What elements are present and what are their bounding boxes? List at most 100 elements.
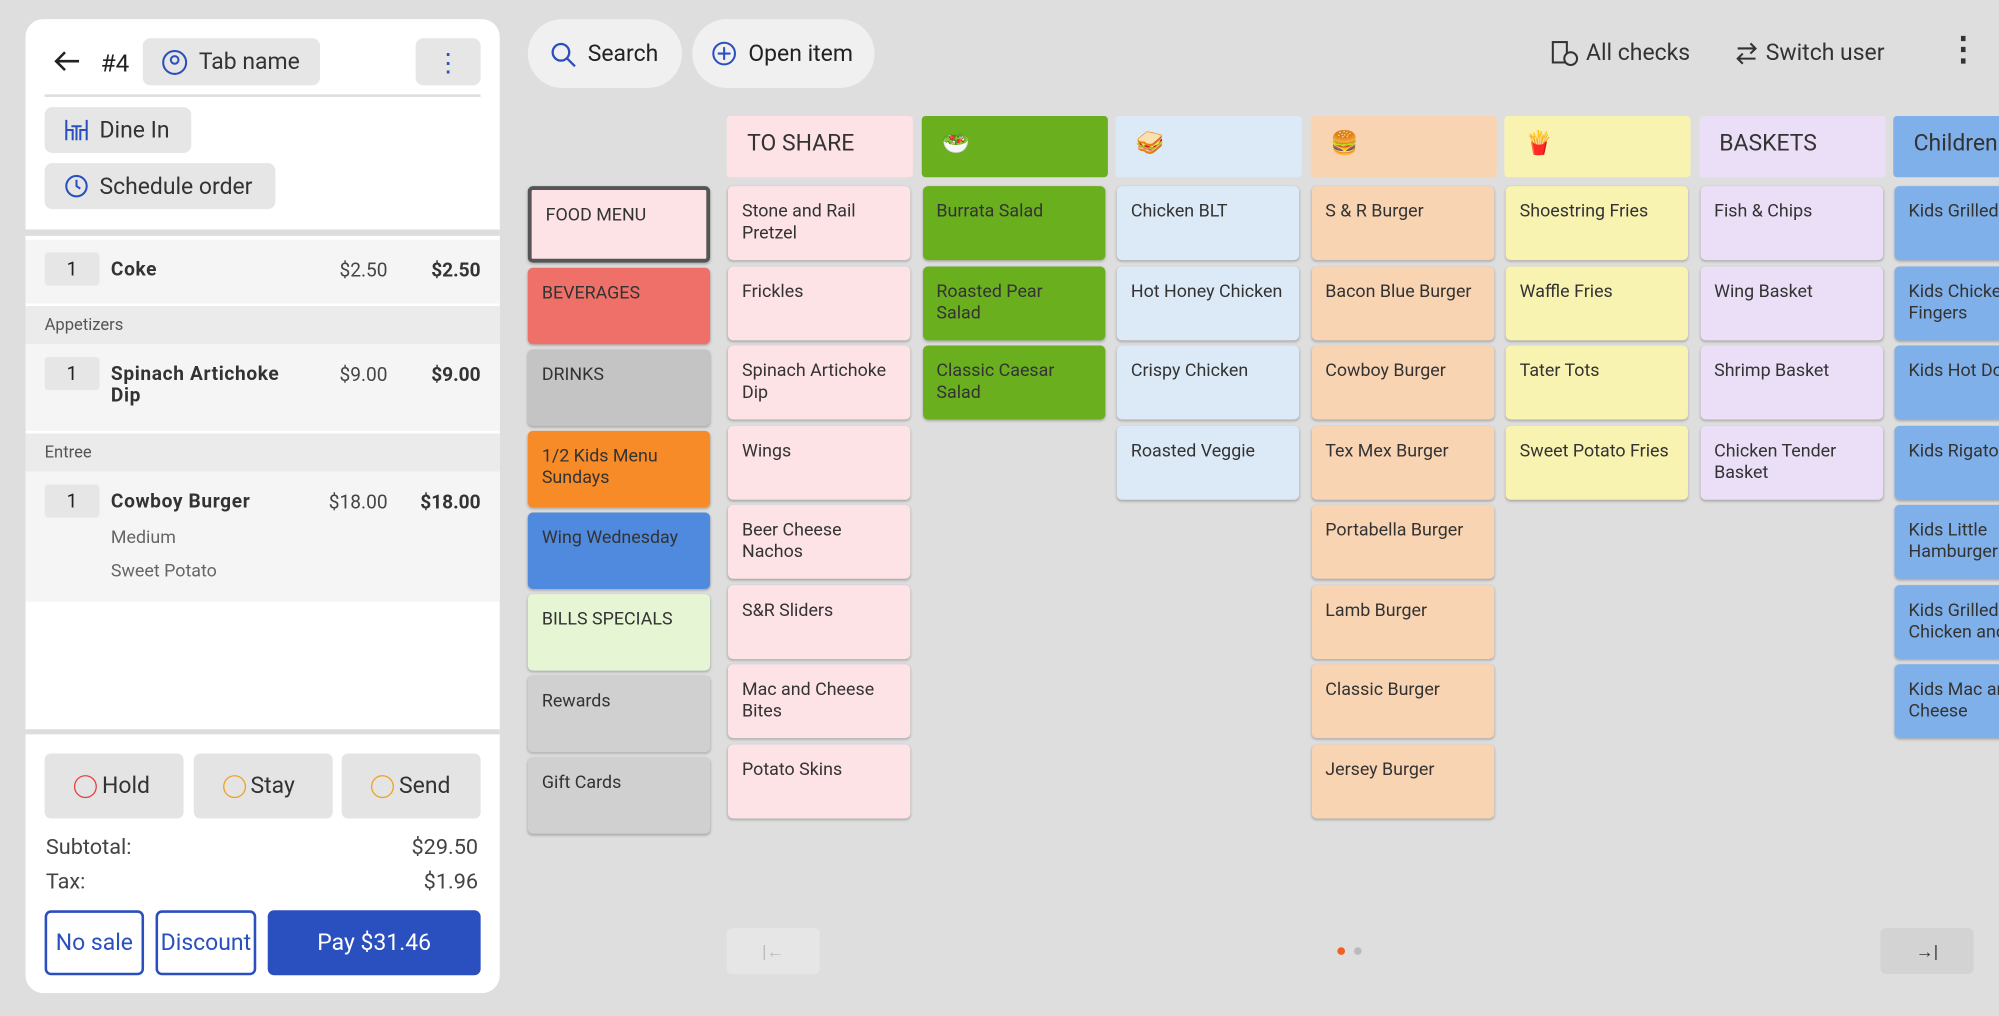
tax-label: Tax: (45, 869, 86, 895)
menu-item[interactable]: Classic Caesar Salad (922, 345, 1105, 420)
menu-item[interactable]: Kids Little Hamburger (1894, 504, 1999, 579)
column-header: TO SHARE (726, 116, 913, 178)
menu-item[interactable]: Tater Tots (1505, 345, 1688, 420)
page-dot (1353, 947, 1362, 955)
page-dot (1337, 947, 1346, 955)
column-header: 🥗 (921, 116, 1108, 178)
modifier: Sweet Potato (110, 560, 217, 582)
menu-item[interactable]: Kids Grilled Chicken and Fries (1894, 584, 1999, 659)
menu-item[interactable]: Chicken Tender Basket (1700, 425, 1883, 500)
item-price: $18.00 (328, 490, 388, 514)
table-icon (65, 119, 88, 141)
no-sale-button[interactable]: No sale (44, 910, 145, 976)
menu-category[interactable]: Gift Cards (527, 757, 711, 834)
divider (25, 729, 500, 735)
clock-icon (65, 174, 88, 198)
menu-item[interactable]: S & R Burger (1311, 186, 1494, 261)
action-icon (73, 775, 97, 799)
menu-item[interactable]: Mac and Cheese Bites (727, 664, 911, 739)
menu-item[interactable]: Waffle Fries (1505, 265, 1688, 340)
menu-category[interactable]: Rewards (527, 675, 711, 753)
menu-item[interactable]: Fish & Chips (1700, 186, 1883, 261)
order-line[interactable] (25, 239, 500, 304)
action-button[interactable]: Send (341, 753, 481, 819)
pay-button[interactable]: Pay $31.46 (267, 910, 481, 976)
menu-item[interactable]: Chicken BLT (1116, 186, 1300, 261)
menu-item[interactable]: Tex Mex Burger (1311, 425, 1494, 500)
menu-item[interactable]: Roasted Veggie (1116, 425, 1300, 500)
section-header: Appetizers (25, 305, 500, 345)
subtotal-label: Subtotal: (45, 835, 132, 861)
section-header: Entree (25, 433, 500, 472)
plus-icon (712, 41, 736, 66)
menu-item[interactable]: Beer Cheese Nachos (727, 504, 911, 579)
menu-item[interactable]: S&R Sliders (727, 584, 911, 659)
action-button[interactable]: Hold (44, 753, 184, 819)
item-name: Cowboy Burger (110, 489, 251, 513)
all-checks-button[interactable]: All checks (1585, 39, 1691, 67)
more-button[interactable]: ⋮ (415, 38, 481, 86)
next-page-button[interactable]: →| (1880, 928, 1974, 975)
prev-page-button[interactable]: |← (726, 928, 820, 975)
divider (44, 94, 481, 97)
dine-in-button[interactable]: Dine In (44, 107, 192, 153)
menu-item[interactable]: Lamb Burger (1311, 584, 1494, 659)
order-line[interactable] (25, 471, 500, 602)
menu-item[interactable]: Kids Mac and Cheese (1894, 664, 1999, 739)
item-price: $9.00 (339, 363, 388, 387)
discount-button[interactable]: Discount (155, 910, 257, 976)
menu-item[interactable]: Stone and Rail Pretzel (727, 186, 911, 261)
schedule-button[interactable]: Schedule order (44, 163, 276, 210)
menu-item[interactable]: Shoestring Fries (1505, 186, 1688, 261)
action-icon (222, 775, 246, 799)
subtotal: $29.50 (411, 835, 479, 861)
menu-item[interactable]: Potato Skins (727, 743, 911, 818)
menu-category[interactable]: BEVERAGES (527, 267, 711, 345)
menu-button[interactable]: ⋮ (1946, 30, 1980, 69)
column-header: BASKETS (1698, 116, 1885, 178)
tab-name-button[interactable]: Tab name (142, 38, 320, 86)
switch-user-button[interactable]: Switch user (1765, 39, 1885, 67)
modifier: Medium (110, 527, 176, 549)
menu-item[interactable]: Kids Chicken Fingers (1894, 265, 1999, 340)
menu-item[interactable]: Wing Basket (1700, 265, 1883, 340)
item-total: $2.50 (431, 258, 481, 282)
item-price: $2.50 (339, 258, 388, 282)
menu-category[interactable]: BILLS SPECIALS (527, 594, 711, 671)
menu-item[interactable]: Wings (727, 425, 911, 500)
menu-item[interactable]: Portabella Burger (1311, 504, 1494, 579)
column-header: 🍟 (1504, 116, 1691, 178)
menu-category[interactable]: 1/2 Kids Menu Sundays (527, 430, 711, 508)
menu-category[interactable]: Wing Wednesday (527, 512, 711, 590)
menu-category[interactable]: FOOD MENU (527, 186, 711, 263)
column-header: Children (1893, 116, 1999, 178)
item-total: $9.00 (431, 363, 481, 387)
menu-item[interactable]: Burrata Salad (922, 186, 1105, 261)
menu-item[interactable]: Kids Grilled Cheese (1894, 186, 1999, 261)
menu-item[interactable]: Spinach Artichoke Dip (727, 345, 911, 420)
menu-category[interactable]: DRINKS (527, 349, 711, 426)
tax: $1.96 (423, 869, 479, 895)
menu-item[interactable]: Kids Rigatoni (1894, 425, 1999, 500)
menu-item[interactable]: Crispy Chicken (1116, 345, 1300, 420)
menu-item[interactable]: Bacon Blue Burger (1311, 265, 1494, 340)
item-total: $18.00 (420, 490, 481, 514)
menu-item[interactable]: Classic Burger (1311, 664, 1494, 739)
menu-item[interactable]: Hot Honey Chicken (1116, 265, 1300, 340)
back-button[interactable] (51, 48, 82, 73)
switch-icon (1736, 42, 1757, 65)
search-icon (551, 42, 576, 68)
action-button[interactable]: Stay (193, 753, 333, 819)
divider (25, 229, 500, 236)
menu-item[interactable]: Frickles (727, 265, 911, 340)
column-header: 🥪 (1115, 116, 1302, 178)
menu-item[interactable]: Kids Hot Dog (1894, 345, 1999, 420)
menu-item[interactable]: Sweet Potato Fries (1505, 425, 1688, 500)
menu-item[interactable]: Shrimp Basket (1700, 345, 1883, 420)
menu-item[interactable]: Roasted Pear Salad (922, 265, 1105, 340)
order-line[interactable] (25, 344, 500, 431)
action-icon (370, 775, 394, 799)
menu-item[interactable]: Cowboy Burger (1311, 345, 1494, 420)
menu-item[interactable]: Jersey Burger (1311, 743, 1494, 818)
